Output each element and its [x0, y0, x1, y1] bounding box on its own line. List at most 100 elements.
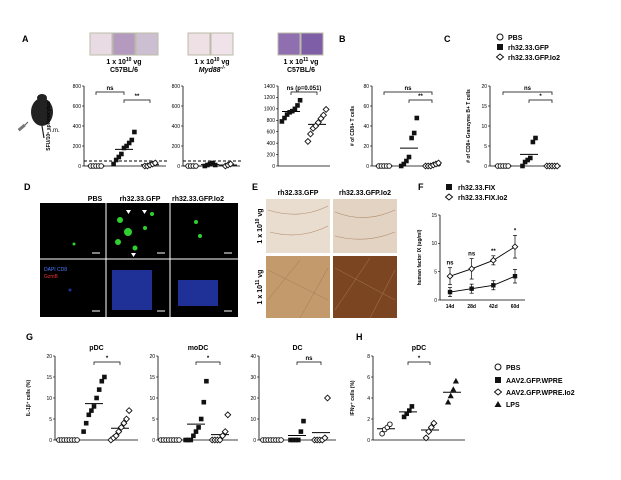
data-point [99, 378, 105, 384]
data-point [124, 143, 129, 149]
well-caption-3-strain: C57BL/6 [287, 67, 315, 74]
well-caption-3-dose: 1 x 1011 vg [284, 57, 319, 66]
data-point [196, 425, 201, 430]
data-point [321, 434, 329, 442]
data-point [115, 428, 123, 436]
legend-gh: PBS AAV2.GFP.WPRE AAV2.GFP.WPRE.Io2 LPS [493, 363, 575, 409]
well-image [300, 32, 324, 56]
y-tick-label: 80 [363, 84, 369, 90]
y-tick-label: 6 [367, 375, 370, 381]
series-line [449, 275, 516, 293]
y-tick-label: 800 [267, 118, 276, 124]
data-point [113, 157, 119, 163]
y-axis-label: SFU/10⁶ splenocytes [46, 101, 52, 151]
data-point [198, 416, 204, 422]
data-point [205, 162, 210, 168]
data-point [301, 418, 306, 424]
data-point [387, 421, 393, 428]
significance-label: ns [524, 86, 532, 92]
data-point [132, 129, 137, 135]
panel-e-col-label-1: rh32.33.GFP [278, 190, 319, 197]
data-point [279, 119, 285, 124]
data-point [125, 407, 133, 415]
y-tick-label: 1000 [264, 107, 275, 113]
legend-bc: PBS rh32.33.GFP rh32.33.GFP.Io2 [495, 33, 560, 62]
panel-d-col-label-1: PBS [88, 196, 103, 203]
data-point [297, 97, 303, 103]
well-captions: 1 x 1010 vg C57BL/6 1 x 1010 vg Myd88-/-… [106, 57, 318, 74]
significance-label: * [418, 356, 421, 362]
legend-f: rh32.33.FIX rh32.33.FIX.Io2 [444, 184, 508, 202]
data-point [398, 163, 404, 169]
data-point [411, 130, 417, 136]
data-point [89, 408, 94, 413]
y-tick-label: 200 [267, 152, 276, 158]
significance-bracket [407, 361, 431, 365]
data-point [201, 399, 207, 405]
legend-open-circle-icon [496, 33, 504, 41]
data-point [94, 395, 99, 401]
data-point [183, 437, 188, 443]
y-tick-label: 0 [367, 438, 370, 444]
legend-gh-item-4: LPS [506, 402, 520, 409]
y-tick-label: 15 [431, 213, 437, 219]
x-tick-label: 14d [446, 304, 455, 310]
data-point [290, 437, 296, 443]
data-point [522, 159, 528, 165]
data-point [447, 289, 453, 295]
significance-label: ns [106, 86, 114, 92]
data-point [86, 412, 92, 418]
significance-label: * [539, 94, 542, 100]
data-point [489, 256, 497, 264]
significance-label: ** [491, 249, 496, 255]
y-tick-label: 0 [366, 164, 369, 170]
data-point [414, 115, 420, 121]
panel-letter-c: C [444, 34, 451, 44]
legend-bc-item-3: rh32.33.GFP.Io2 [508, 55, 560, 62]
data-point [512, 274, 518, 279]
y-tick-label: 0 [272, 164, 275, 170]
data-point [120, 419, 128, 427]
data-point [427, 423, 435, 431]
data-point [409, 135, 414, 141]
data-point [404, 158, 409, 164]
dapi-signal [68, 270, 218, 310]
significance-bracket [296, 361, 322, 365]
data-point [379, 430, 385, 437]
data-point [520, 163, 525, 169]
data-point [126, 140, 132, 146]
y-tick-label: 200 [172, 144, 181, 150]
data-point [401, 414, 407, 420]
data-point [288, 437, 293, 443]
significance-label: ns [305, 356, 313, 362]
well-caption-2-strain: Myd88-/- [199, 65, 226, 74]
data-point [323, 394, 332, 402]
data-point [430, 419, 438, 427]
data-point [176, 437, 182, 443]
y-tick-label: 10 [149, 396, 155, 402]
chart-title: pDC [89, 345, 103, 352]
data-point [74, 437, 80, 443]
chart-title: moDC [188, 345, 209, 352]
data-point [528, 155, 533, 161]
x-tick-label: 28d [467, 304, 476, 310]
data-point [227, 160, 235, 168]
data-point [553, 162, 561, 170]
significance-bracket [502, 91, 553, 95]
data-point [83, 420, 89, 426]
significance-label: ns [446, 261, 454, 267]
data-point [452, 377, 459, 384]
data-point [185, 437, 191, 443]
y-tick-label: 0 [434, 298, 437, 304]
legend-filled-square-icon [446, 184, 452, 190]
data-point [386, 163, 392, 169]
legend-gzmb: GzmB [44, 274, 59, 280]
data-point [210, 160, 215, 166]
data-point [469, 286, 474, 291]
data-point [193, 163, 199, 169]
data-point [314, 119, 322, 127]
y-tick-label: 20 [250, 396, 256, 402]
y-tick-label: 40 [363, 124, 369, 130]
data-point [296, 437, 301, 443]
